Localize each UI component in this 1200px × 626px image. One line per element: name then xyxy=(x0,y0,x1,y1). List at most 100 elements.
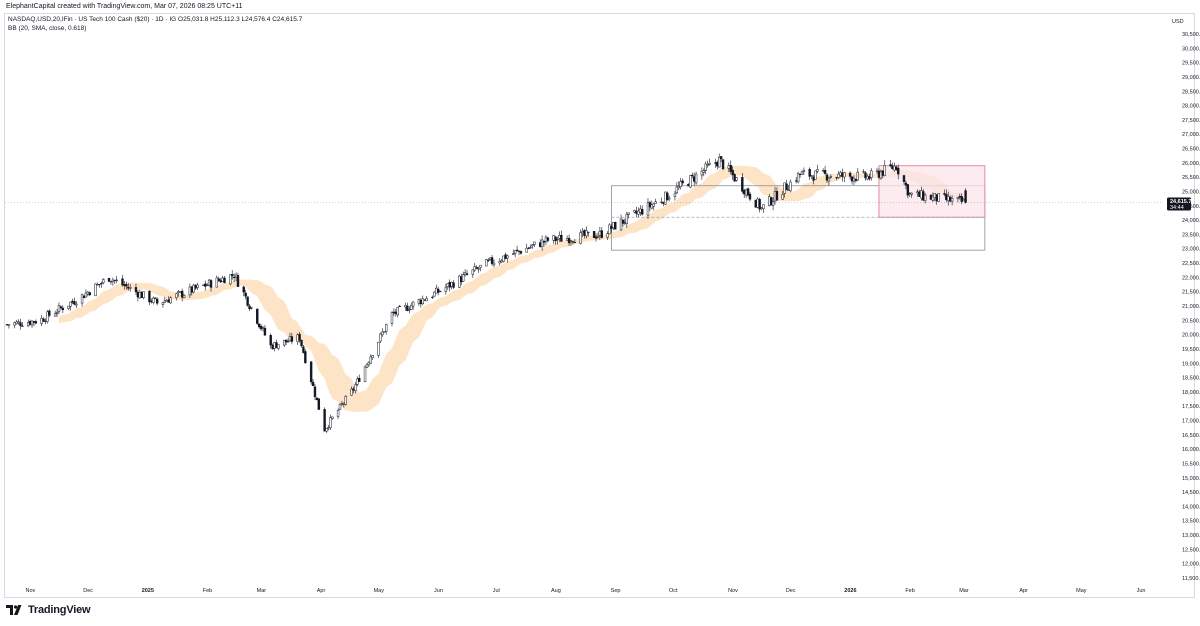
candle-body xyxy=(798,173,802,175)
time-tick-label: Apr xyxy=(317,588,326,594)
time-tick-label: Dec xyxy=(786,588,796,594)
symbol-legend[interactable]: NASDAQ,USD,20,IFin · US Tech 100 Cash ($… xyxy=(8,16,303,23)
candle-body xyxy=(554,236,557,242)
candle-body xyxy=(381,331,384,336)
candle-body xyxy=(706,164,709,166)
candle-body xyxy=(365,363,369,368)
price-tick-label: 23,500.0 xyxy=(1182,232,1200,238)
price-tick-label: 23,000.0 xyxy=(1182,247,1200,253)
candle-body xyxy=(34,321,38,324)
candle-body xyxy=(433,291,436,297)
candle-body xyxy=(906,184,910,196)
candle-body xyxy=(67,305,70,309)
candle-body xyxy=(783,182,786,194)
candle-body xyxy=(727,165,731,169)
price-tick-label: 24,000.0 xyxy=(1182,218,1200,224)
candle-body xyxy=(271,344,274,350)
candle-body xyxy=(338,403,342,410)
candle-body xyxy=(302,346,305,353)
candle-body xyxy=(762,204,765,209)
candle-body xyxy=(733,174,736,182)
candle-body xyxy=(623,222,627,224)
candle-body xyxy=(463,272,467,275)
candle-body xyxy=(735,177,738,181)
candle-body xyxy=(923,194,927,202)
tradingview-logo-icon xyxy=(6,605,22,615)
candle-body xyxy=(161,302,165,305)
candle-body xyxy=(300,339,303,347)
candle-body xyxy=(446,283,449,287)
candle-body xyxy=(329,417,332,428)
price-tick-label: 17,500.0 xyxy=(1182,404,1200,410)
candle-body xyxy=(692,176,696,182)
candle-body xyxy=(465,273,469,275)
candle-body xyxy=(581,231,584,234)
candle-body xyxy=(61,307,65,311)
candle-body xyxy=(215,277,219,288)
candle-body xyxy=(600,230,603,238)
time-tick-label: Feb xyxy=(905,588,914,594)
candle-body xyxy=(458,275,461,288)
candle-body xyxy=(182,294,186,298)
candle-body xyxy=(866,175,869,180)
candle-body xyxy=(288,336,292,342)
candle-body xyxy=(945,193,948,200)
candle-body xyxy=(839,172,842,176)
candle-body xyxy=(477,268,480,270)
candle-body xyxy=(694,173,698,184)
candle-body xyxy=(336,410,340,417)
time-tick-label: Jun xyxy=(1137,588,1146,594)
candle-body xyxy=(635,210,638,214)
candle-body xyxy=(32,321,36,323)
time-tick-label: Aug xyxy=(551,588,561,594)
bb-indicator-legend[interactable]: BB (20, SMA, close, 0.618) xyxy=(8,25,87,32)
candle-body xyxy=(5,324,9,326)
candle-body xyxy=(958,195,962,198)
candle-body xyxy=(637,210,640,215)
tradingview-brand: TradingView xyxy=(6,604,91,616)
candle-body xyxy=(485,259,488,267)
candle-body xyxy=(677,185,680,189)
candle-body xyxy=(652,203,655,207)
candle-body xyxy=(573,241,577,244)
candle-body xyxy=(410,305,413,310)
candle-body xyxy=(115,279,118,281)
candle-body xyxy=(304,351,307,364)
chart-canvas[interactable]: USD 30,500.0 30,000.0 29,500.0 29,000.0 28,50… xyxy=(0,0,1200,600)
candle-body xyxy=(964,190,967,203)
time-tick-label: Feb xyxy=(203,588,212,594)
candle-body xyxy=(396,307,399,316)
candle-body xyxy=(188,286,192,296)
candle-body xyxy=(947,196,950,201)
candle-body xyxy=(196,284,199,288)
candle-body xyxy=(675,186,679,194)
candle-body xyxy=(787,189,790,191)
candle-body xyxy=(533,241,536,245)
candle-body xyxy=(354,384,357,391)
candle-body xyxy=(98,284,101,286)
candle-body xyxy=(639,208,642,213)
candle-body xyxy=(123,284,126,286)
candle-body xyxy=(781,194,784,200)
price-axis: USD 30,500.0 30,000.0 29,500.0 29,000.0 28,50… xyxy=(5,19,1200,582)
candle-body xyxy=(379,333,382,342)
candle-body xyxy=(96,283,99,286)
candle-body xyxy=(864,172,867,179)
candle-body xyxy=(758,199,761,210)
candle-body xyxy=(756,198,759,208)
candle-body xyxy=(246,296,249,306)
candle-body xyxy=(816,169,819,172)
candle-body xyxy=(221,277,224,282)
candle-body xyxy=(431,296,434,298)
candle-body xyxy=(282,339,286,346)
candle-body xyxy=(621,219,625,224)
candle-body xyxy=(344,395,347,405)
candle-body xyxy=(417,299,421,304)
price-axis-currency: USD xyxy=(1172,19,1184,25)
candle-body xyxy=(192,284,195,293)
price-tick-label: 13,500.0 xyxy=(1182,519,1200,525)
candle-body xyxy=(317,398,321,410)
price-tick-label: 20,000.0 xyxy=(1182,333,1200,339)
candle-body xyxy=(741,177,744,192)
candle-body xyxy=(748,193,752,200)
